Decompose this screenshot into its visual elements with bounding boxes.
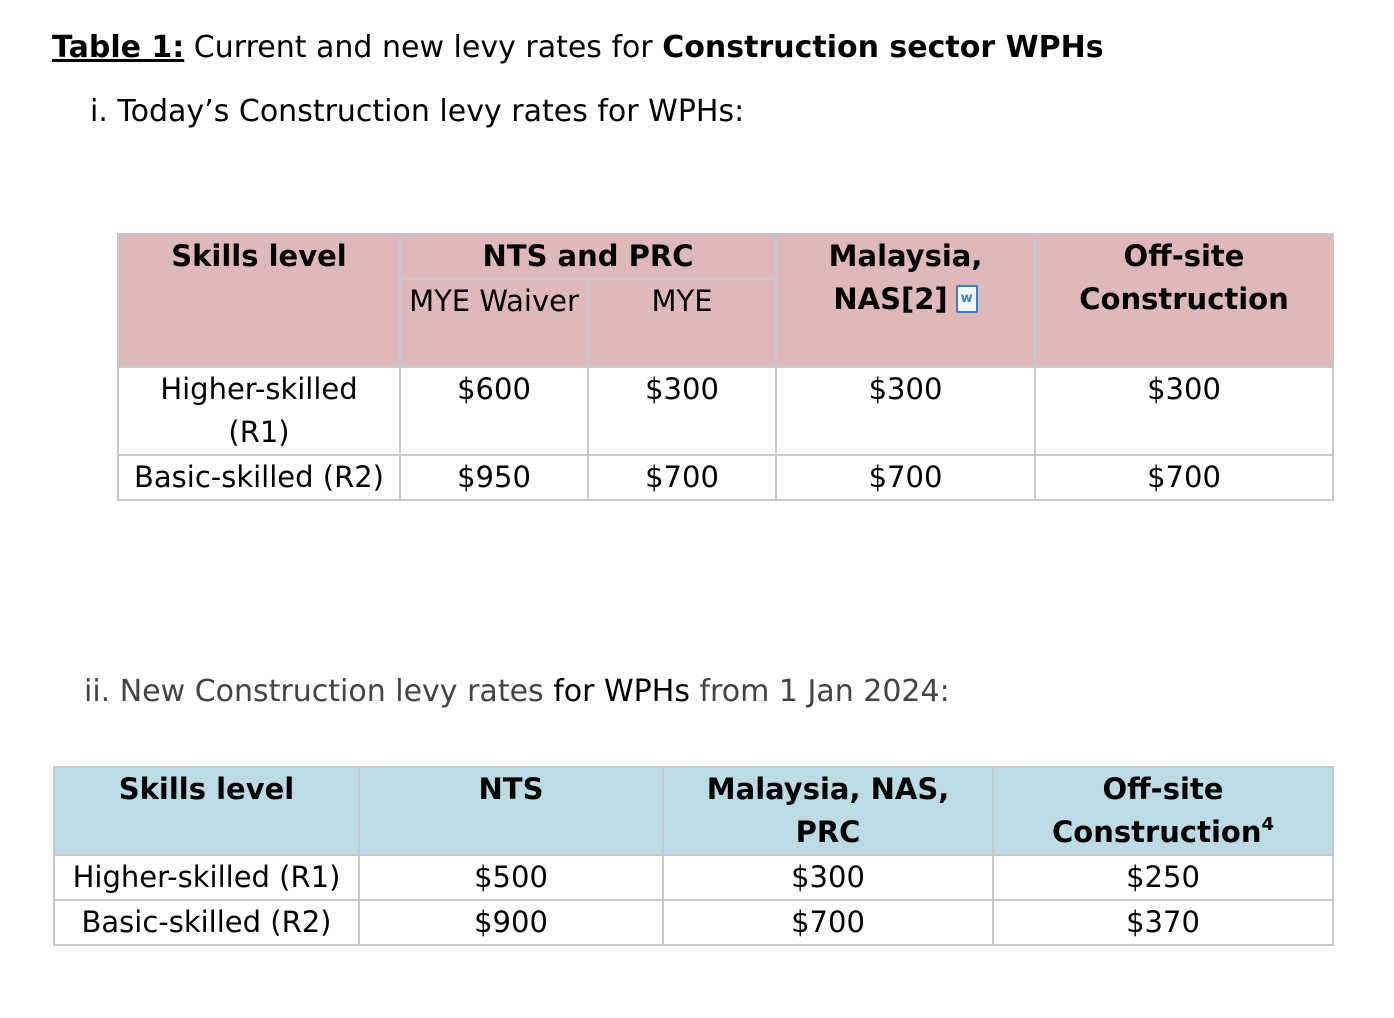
t2-r1-skill: Higher-skilled (R1) [53,854,360,901]
t1-header-mye: MYE [586,278,778,368]
section2-heading-part3: from 1 Jan 2024: [689,674,950,709]
t1-header-malaysia-nas-text: Malaysia, NAS[2] [828,239,983,316]
t2-r2-malaysia: $700 [662,899,994,946]
t2-header-nts: NTS [358,766,664,856]
t2-r1-offsite: $250 [992,854,1334,901]
t1-r2-skill: Basic-skilled (R2) [117,454,401,501]
table-row: Basic-skilled (R2) $900 $700 $370 [53,899,1334,946]
section2-heading-part2: for WPHs [553,674,690,709]
t1-r1-mye: $300 [586,366,778,456]
t1-r2-malaysia: $700 [775,454,1037,501]
t1-header-malaysia-nas: Malaysia, NAS[2] [775,233,1037,368]
table-caption-label: Table 1: [52,30,185,65]
t2-r2-nts: $900 [358,899,664,946]
t1-r1-malaysia: $300 [775,366,1037,456]
table-row: Higher-skilled (R1) $600 $300 $300 $300 [117,366,1335,456]
t1-r1-mye-waiver: $600 [399,366,589,456]
t1-r2-mye: $700 [586,454,778,501]
t1-header-skills: Skills level [117,233,401,368]
t1-header-nts-prc: NTS and PRC [398,233,778,280]
section1-heading: i. Today’s Construction levy rates for W… [90,94,745,129]
t2-header-offsite: Off-site Construction4 [992,766,1334,856]
table-caption: Table 1: Current and new levy rates for … [52,28,1104,68]
t1-r1-skill: Higher-skilled (R1) [117,366,401,456]
section2-heading-part1: ii. New Construction levy rates [84,674,554,709]
t2-r2-skill: Basic-skilled (R2) [53,899,360,946]
t2-header-skills: Skills level [53,766,360,856]
t2-r2-offsite: $370 [992,899,1334,946]
section2-heading: ii. New Construction levy rates for WPHs… [84,672,950,712]
t2-r1-malaysia: $300 [662,854,994,901]
new-levy-table: Skills level NTS Malaysia, NAS, PRC Off-… [53,766,1334,946]
current-levy-table: Skills level NTS and PRC Malaysia, NAS[2… [117,233,1335,501]
word-document-icon[interactable] [955,285,978,313]
t1-header-offsite: Off-site Construction [1034,233,1335,368]
table-caption-bold: Construction sector WPHs [662,30,1104,65]
table-row: Higher-skilled (R1) $500 $300 $250 [53,854,1334,901]
t1-r2-mye-waiver: $950 [399,454,589,501]
t2-header-offsite-text: Off-site Construction [1051,772,1262,849]
t1-r2-offsite: $700 [1034,454,1335,501]
t1-r1-offsite: $300 [1034,366,1335,456]
table-caption-text: Current and new levy rates for [184,30,663,65]
table-row: Basic-skilled (R2) $950 $700 $700 $700 [117,454,1335,501]
t2-r1-nts: $500 [358,854,664,901]
t1-header-mye-waiver: MYE Waiver [399,278,589,368]
t2-header-offsite-footnote: 4 [1261,814,1275,835]
t2-header-malaysia-nas-prc: Malaysia, NAS, PRC [662,766,994,856]
